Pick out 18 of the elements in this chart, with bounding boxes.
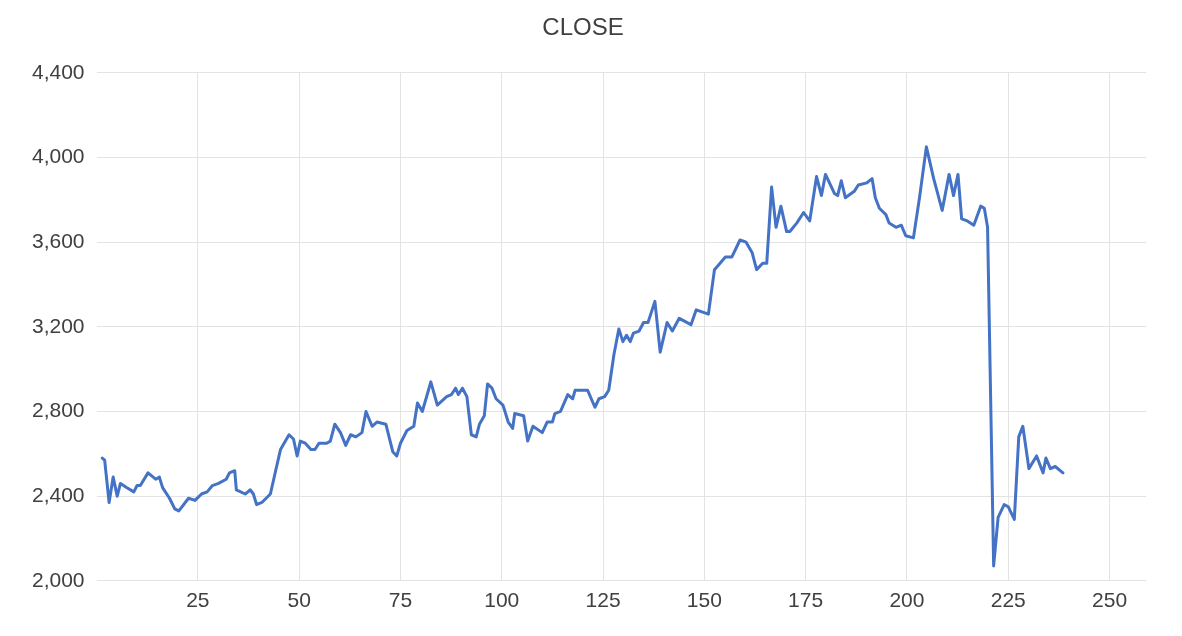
y-tick-label: 4,000 <box>31 144 85 168</box>
x-tick-label: 250 <box>1092 588 1128 612</box>
x-tick-label: 75 <box>388 588 413 612</box>
x-tick-label: 175 <box>788 588 824 612</box>
x-tick-label: 200 <box>889 588 925 612</box>
x-tick-label: 225 <box>990 588 1026 612</box>
x-tick-label: 50 <box>287 588 311 612</box>
x-tick-label: 125 <box>585 588 621 612</box>
y-tick-label: 4,400 <box>31 59 85 83</box>
y-tick-label: 2,000 <box>31 567 85 591</box>
y-tick-label: 3,200 <box>31 313 85 337</box>
y-tick-label: 3,600 <box>31 228 85 252</box>
y-tick-label: 2,400 <box>31 482 85 506</box>
x-tick-label: 150 <box>686 588 722 612</box>
x-tick-label: 25 <box>186 588 210 612</box>
y-tick-label: 2,800 <box>31 398 85 422</box>
x-tick-label: 100 <box>484 588 520 612</box>
chart-title: CLOSE <box>542 13 624 41</box>
